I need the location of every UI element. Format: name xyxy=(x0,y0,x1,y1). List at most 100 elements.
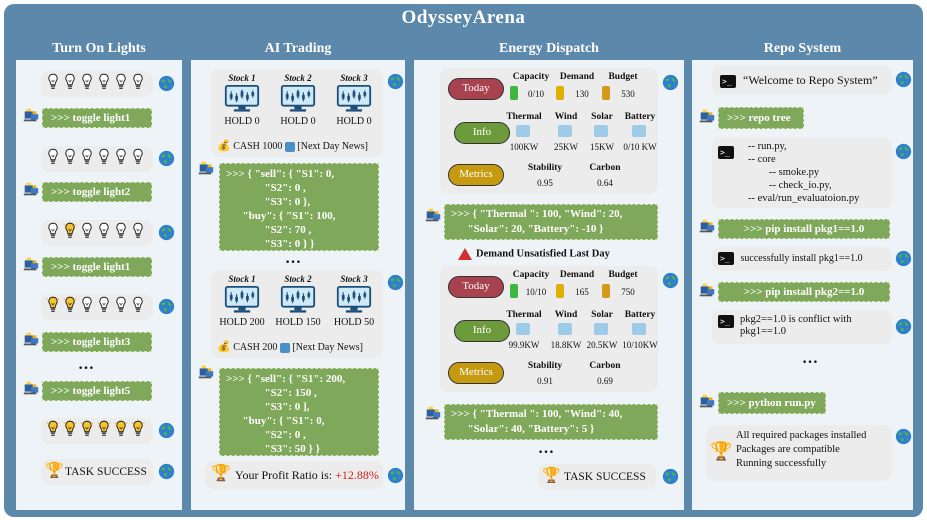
wind-value: 18.8KW xyxy=(550,340,582,350)
battery-icon xyxy=(510,284,518,298)
carbon-label: Carbon xyxy=(589,361,621,371)
main-frame: OdysseyArena Turn On Lights >>> toggle l… xyxy=(4,4,923,517)
warning-text: Demand Unsatisfied Last Day xyxy=(476,248,610,260)
warning-icon xyxy=(458,248,472,260)
globe-icon xyxy=(158,298,175,315)
thermal-value: 99.9KW xyxy=(508,340,540,350)
bulb-row xyxy=(41,418,153,444)
wind-icon xyxy=(558,323,572,335)
stability-value: 0.91 xyxy=(537,376,553,386)
robot-agent-icon xyxy=(22,106,40,124)
capacity-value: 0/10 xyxy=(527,89,544,99)
main-title: OdysseyArena xyxy=(401,7,526,28)
cash-label-1: CASH 1000 xyxy=(233,141,283,152)
robot-agent-icon xyxy=(22,180,40,198)
carbon-value: 0.64 xyxy=(597,178,613,188)
info-pill: Info xyxy=(454,122,510,144)
ellipsis: … xyxy=(802,350,820,367)
lit-bulb-icon xyxy=(131,419,145,444)
unlit-bulb-icon xyxy=(46,72,60,97)
trading-panel: AI Trading Stock 1 HOLD 0 Stock 2 HOLD 0 Sto… xyxy=(189,36,407,512)
hold-label: HOLD 0 xyxy=(336,116,372,127)
lit-bulb-icon xyxy=(46,419,60,444)
stock-row-2: Stock 1 HOLD 200 Stock 2 HOLD 150 Stock 3 HOL… xyxy=(211,274,383,334)
news-label-1: [Next Day News] xyxy=(297,141,368,152)
lights-panel: Turn On Lights >>> toggle light1 >>> togg… xyxy=(14,36,184,512)
stock-chart-icon xyxy=(224,84,260,118)
battery-icon xyxy=(632,323,646,335)
budget-label: Budget xyxy=(608,270,638,280)
battery-value: 10/10KW xyxy=(622,340,658,350)
unlit-bulb-icon xyxy=(63,147,77,172)
globe-icon xyxy=(387,467,404,484)
demand-label: Demand xyxy=(559,72,595,82)
unlit-bulb-icon xyxy=(97,295,111,320)
toggle-action: >>> toggle light5 xyxy=(42,381,152,401)
unlit-bulb-icon xyxy=(80,221,94,246)
energy-body: Today Info Metrics Capacity 0/10 Demand 130 Bud… xyxy=(414,60,684,510)
robot-agent-icon xyxy=(22,379,40,397)
hold-label: HOLD 150 xyxy=(275,317,321,328)
unlit-bulb-icon xyxy=(46,147,60,172)
unlit-bulb-icon xyxy=(131,295,145,320)
profit-value: +12.88% xyxy=(335,468,379,482)
energy-action-1: >>> { "Thermal ": 100, "Wind": 20, "Sola… xyxy=(444,204,658,240)
solar-value: 15KW xyxy=(590,142,614,152)
trophy-icon: 🏆 xyxy=(211,465,231,482)
robot-agent-icon xyxy=(698,107,716,125)
stock-label: Stock 1 xyxy=(228,73,256,83)
thermal-icon xyxy=(516,125,530,137)
globe-icon xyxy=(158,463,175,480)
carbon-label: Carbon xyxy=(589,163,621,173)
trading-body: Stock 1 HOLD 0 Stock 2 HOLD 0 Stock 3 HOLD 0 … xyxy=(191,60,405,510)
bulb-row xyxy=(41,71,153,97)
cmd-repo-tree: >>> repo tree xyxy=(718,107,804,129)
lit-bulb-icon xyxy=(97,419,111,444)
ellipsis: … xyxy=(78,356,96,373)
unlit-bulb-icon xyxy=(114,72,128,97)
warning-row: Demand Unsatisfied Last Day xyxy=(458,248,610,260)
trading-action-1: >>> { "sell": { "S1": 0, "S2": 0 , "S3":… xyxy=(219,163,379,251)
carbon-value: 0.69 xyxy=(597,376,613,386)
battery-icon xyxy=(632,125,646,137)
lit-bulb-icon xyxy=(63,419,77,444)
pip-output-2-text: pkg2==1.0 is conflict with pkg1==1.0 xyxy=(740,314,852,337)
hold-label: HOLD 0 xyxy=(224,116,260,127)
lit-bulb-icon xyxy=(63,221,77,246)
stock-label: Stock 1 xyxy=(228,274,256,284)
unlit-bulb-icon xyxy=(131,147,145,172)
profit-box: 🏆 Your Profit Ratio is: +12.88% xyxy=(205,461,383,489)
final-box: 🏆 All required packages installed Packag… xyxy=(706,425,892,481)
trading-state-1: Stock 1 HOLD 0 Stock 2 HOLD 0 Stock 3 HOLD 0 … xyxy=(211,69,383,157)
globe-icon xyxy=(895,428,912,445)
unlit-bulb-icon xyxy=(114,295,128,320)
stability-value: 0.95 xyxy=(537,178,553,188)
globe-icon xyxy=(387,73,404,90)
info-pill: Info xyxy=(454,320,510,342)
today-pill: Today xyxy=(448,78,504,100)
globe-icon xyxy=(158,422,175,439)
toggle-action: >>> toggle light3 xyxy=(42,332,152,352)
lit-bulb-icon xyxy=(63,295,77,320)
demand-value: 165 xyxy=(575,287,589,297)
demand-value: 130 xyxy=(575,89,589,99)
budget-label: Budget xyxy=(608,72,638,82)
unlit-bulb-icon xyxy=(97,72,111,97)
cmd-pip-install-1: >>> pip install pkg1==1.0 xyxy=(718,219,890,239)
stock-row-1: Stock 1 HOLD 0 Stock 2 HOLD 0 Stock 3 HOLD 0 xyxy=(211,73,383,133)
trading-action-2: >>> { "sell": { "S1": 200, "S2": 150 , "… xyxy=(219,368,379,456)
globe-icon xyxy=(662,468,679,485)
cash-label-2: CASH 200 xyxy=(233,342,278,353)
hold-label: HOLD 200 xyxy=(219,317,265,328)
energy-header: Energy Dispatch xyxy=(414,38,684,60)
capacity-label: Capacity xyxy=(512,270,550,280)
toggle-action: >>> toggle light1 xyxy=(42,257,152,277)
newspaper-icon xyxy=(284,141,295,152)
trophy-icon: 🏆 xyxy=(710,441,733,461)
globe-icon xyxy=(895,143,912,160)
ellipsis: … xyxy=(285,250,303,267)
lit-bulb-icon xyxy=(46,295,60,320)
stock-chart-icon xyxy=(224,285,260,319)
globe-icon xyxy=(895,250,912,267)
stock-label: Stock 2 xyxy=(284,73,312,83)
